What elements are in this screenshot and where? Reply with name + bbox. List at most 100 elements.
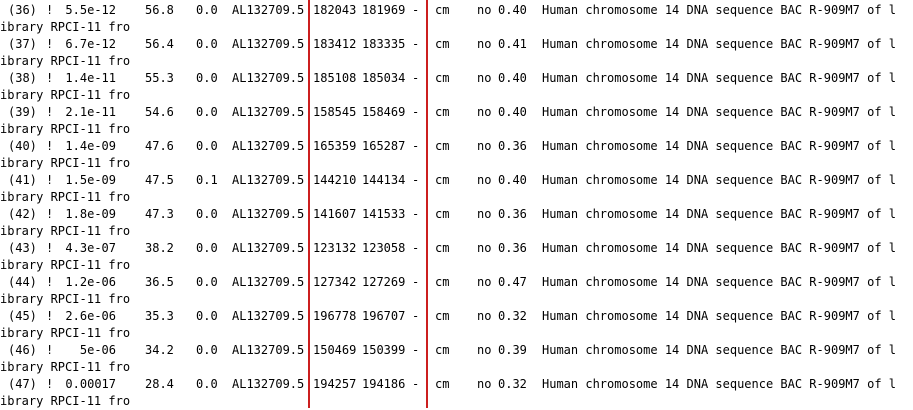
- description-continuation: ibrary RPCI-11 fro: [0, 292, 131, 306]
- description-continuation: ibrary RPCI-11 fro: [0, 20, 131, 34]
- seq-to: 144134: [362, 173, 406, 187]
- seq-to: 127269: [362, 275, 406, 289]
- trunc-flag: no: [477, 241, 492, 255]
- description: Human chromosome 14 DNA sequence BAC R-9…: [542, 71, 897, 85]
- gc-value: 0.40: [498, 105, 527, 119]
- hit-index: (46): [8, 343, 37, 357]
- strand: -: [412, 71, 420, 85]
- trunc-flag: no: [477, 37, 492, 51]
- strand: -: [412, 275, 420, 289]
- strand: -: [412, 3, 420, 17]
- description: Human chromosome 14 DNA sequence BAC R-9…: [542, 275, 897, 289]
- evalue: 2.6e-06: [65, 309, 116, 323]
- bias: 0.0: [196, 139, 218, 153]
- description: Human chromosome 14 DNA sequence BAC R-9…: [542, 37, 897, 51]
- seq-from: 183412: [313, 37, 357, 51]
- bias: 0.0: [196, 3, 218, 17]
- bias: 0.0: [196, 71, 218, 85]
- bias: 0.0: [196, 241, 218, 255]
- significance-mark: !: [46, 173, 54, 187]
- model-type: cm: [435, 173, 450, 187]
- description: Human chromosome 14 DNA sequence BAC R-9…: [542, 173, 897, 187]
- seq-from: 123132: [313, 241, 357, 255]
- bias: 0.0: [196, 207, 218, 221]
- score: 56.4: [145, 37, 174, 51]
- evalue: 6.7e-12: [65, 37, 116, 51]
- strand: -: [412, 139, 420, 153]
- seq-to: 183335: [362, 37, 406, 51]
- seq-to: 181969: [362, 3, 406, 17]
- hit-row: (42)! 1.8e-09 47.3 0.0 AL132709.5 141607 14153…: [0, 206, 913, 223]
- bias: 0.0: [196, 105, 218, 119]
- hit-index: (45): [8, 309, 37, 323]
- model-type: cm: [435, 377, 450, 391]
- trunc-flag: no: [477, 139, 492, 153]
- accession: AL132709.5: [232, 309, 305, 323]
- strand: -: [412, 309, 420, 323]
- evalue: 2.1e-11: [65, 105, 116, 119]
- accession: AL132709.5: [232, 207, 305, 221]
- strand: -: [412, 37, 420, 51]
- score: 54.6: [145, 105, 174, 119]
- trunc-flag: no: [477, 207, 492, 221]
- trunc-flag: no: [477, 309, 492, 323]
- description-continuation: ibrary RPCI-11 fro: [0, 326, 131, 340]
- bias: 0.0: [196, 309, 218, 323]
- evalue: 5.5e-12: [65, 3, 116, 17]
- model-type: cm: [435, 241, 450, 255]
- score: 56.8: [145, 3, 174, 17]
- significance-mark: !: [46, 309, 54, 323]
- bias: 0.0: [196, 275, 218, 289]
- seq-from: 182043: [313, 3, 357, 17]
- significance-mark: !: [46, 343, 54, 357]
- evalue: 0.00017: [65, 377, 116, 391]
- description-continuation: ibrary RPCI-11 fro: [0, 190, 131, 204]
- gc-value: 0.47: [498, 275, 527, 289]
- significance-mark: !: [46, 275, 54, 289]
- significance-mark: !: [46, 139, 54, 153]
- strand: -: [412, 207, 420, 221]
- gc-value: 0.41: [498, 37, 527, 51]
- evalue: 1.4e-11: [65, 71, 116, 85]
- gc-value: 0.40: [498, 71, 527, 85]
- seq-to: 158469: [362, 105, 406, 119]
- model-type: cm: [435, 71, 450, 85]
- accession: AL132709.5: [232, 105, 305, 119]
- gc-value: 0.40: [498, 3, 527, 17]
- bias: 0.0: [196, 37, 218, 51]
- model-type: cm: [435, 275, 450, 289]
- description-continuation: ibrary RPCI-11 fro: [0, 360, 131, 374]
- hit-index: (40): [8, 139, 37, 153]
- significance-mark: !: [46, 37, 54, 51]
- significance-mark: !: [46, 207, 54, 221]
- trunc-flag: no: [477, 377, 492, 391]
- description-continuation: ibrary RPCI-11 fro: [0, 54, 131, 68]
- strand: -: [412, 241, 420, 255]
- seq-from: 185108: [313, 71, 357, 85]
- score: 28.4: [145, 377, 174, 391]
- gc-value: 0.39: [498, 343, 527, 357]
- description: Human chromosome 14 DNA sequence BAC R-9…: [542, 105, 897, 119]
- description-continuation-row: ibrary RPCI-11 fro: [0, 257, 913, 274]
- column-divider-right: [426, 0, 428, 408]
- seq-from: 150469: [313, 343, 357, 357]
- description-continuation-row: ibrary RPCI-11 fro: [0, 393, 913, 410]
- description-continuation: ibrary RPCI-11 fro: [0, 258, 131, 272]
- description-continuation-row: ibrary RPCI-11 fro: [0, 19, 913, 36]
- seq-from: 141607: [313, 207, 357, 221]
- score: 35.3: [145, 309, 174, 323]
- gc-value: 0.40: [498, 173, 527, 187]
- strand: -: [412, 105, 420, 119]
- evalue: 1.4e-09: [65, 139, 116, 153]
- hit-index: (39): [8, 105, 37, 119]
- description: Human chromosome 14 DNA sequence BAC R-9…: [542, 139, 897, 153]
- score: 55.3: [145, 71, 174, 85]
- model-type: cm: [435, 37, 450, 51]
- seq-to: 123058: [362, 241, 406, 255]
- accession: AL132709.5: [232, 173, 305, 187]
- seq-to: 196707: [362, 309, 406, 323]
- description-continuation-row: ibrary RPCI-11 fro: [0, 53, 913, 70]
- hit-row: (43)! 4.3e-07 38.2 0.0 AL132709.5 123132 12305…: [0, 240, 913, 257]
- description-continuation: ibrary RPCI-11 fro: [0, 122, 131, 136]
